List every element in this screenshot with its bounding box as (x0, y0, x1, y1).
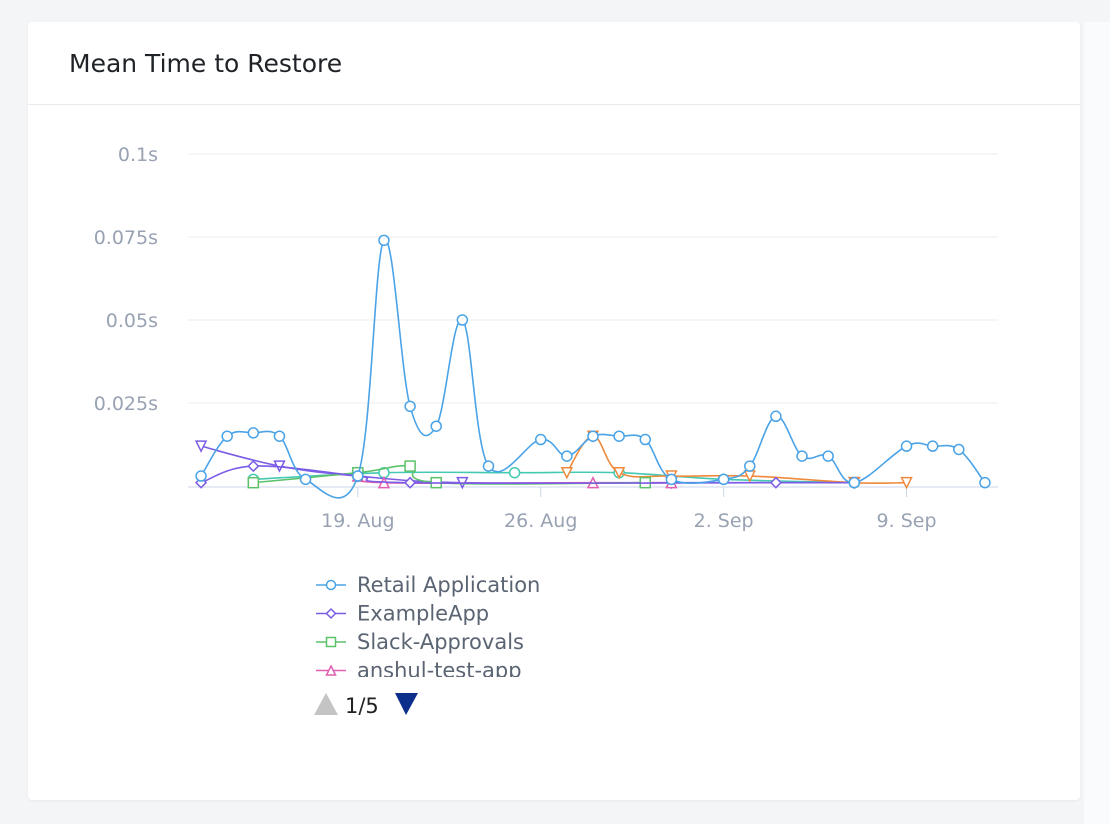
series-line (200, 239, 986, 499)
data-point (900, 440, 913, 452)
data-point (273, 430, 286, 442)
series-retail-application (195, 234, 991, 499)
legend-items: Retail Application ExampleApp Slack-Approv… (316, 573, 540, 683)
chart-card: Mean Time to Restore (28, 22, 1080, 800)
x-tick-label: 19. Aug (321, 510, 394, 532)
legend-label: Retail Application (357, 573, 540, 597)
data-point (612, 466, 626, 480)
data-point (796, 450, 808, 462)
triangle-down-icon[interactable] (395, 693, 418, 715)
legend-label: ExampleApp (357, 602, 489, 626)
data-point (194, 440, 208, 453)
legend-marker (325, 636, 337, 648)
data-point (848, 476, 861, 489)
legend-item[interactable]: ExampleApp (316, 602, 489, 626)
x-tick-label: 26. Aug (504, 510, 577, 532)
data-point (195, 470, 207, 482)
x-tick-label: 9. Sep (877, 510, 937, 532)
data-point (639, 433, 652, 446)
data-point (430, 420, 442, 432)
y-tick-label: 0.025s (94, 393, 158, 415)
data-point (979, 476, 991, 489)
data-point (482, 460, 495, 472)
data-point (926, 440, 939, 452)
legend: Retail Application ExampleApp Slack-Approv… (314, 573, 540, 718)
data-point (299, 473, 312, 486)
x-axis: 19. Aug 26. Aug 2. Sep 9. Sep (188, 486, 998, 532)
chart-svg: 0.025s 0.05s 0.075s 0.1s 19. Aug 26. Aug 2. Se… (94, 144, 998, 718)
legend-marker (325, 664, 337, 676)
data-point (587, 430, 599, 442)
legend-page-indicator: 1/5 (345, 694, 379, 718)
legend-item[interactable]: anshul-test-app (316, 659, 522, 683)
y-tick-label: 0.075s (94, 227, 158, 249)
data-point (717, 473, 730, 486)
legend-item[interactable]: Retail Application (316, 573, 540, 597)
data-point (247, 476, 260, 489)
data-point (352, 470, 364, 482)
card-header: Mean Time to Restore (28, 22, 1080, 105)
data-point (665, 473, 678, 486)
data-point (900, 476, 913, 490)
triangle-up-icon[interactable] (314, 693, 338, 715)
data-point (770, 410, 782, 423)
data-point (561, 450, 573, 462)
data-point (744, 460, 756, 472)
data-point (404, 476, 417, 489)
data-point (560, 466, 574, 480)
data-point (404, 400, 416, 413)
data-point (613, 430, 625, 442)
data-point (404, 460, 416, 472)
legend-marker (325, 607, 337, 620)
card-title: Mean Time to Restore (69, 48, 343, 78)
data-point (953, 443, 965, 456)
data-point (822, 450, 834, 462)
series-exampleapp (195, 460, 861, 489)
data-point (456, 314, 469, 326)
y-tick-label: 0.05s (106, 310, 158, 332)
data-point (769, 476, 782, 489)
legend-marker (325, 579, 337, 591)
legend-item[interactable]: Slack-Approvals (316, 630, 524, 654)
y-grid: 0.025s 0.05s 0.075s 0.1s (94, 144, 998, 415)
data-point (247, 460, 260, 473)
data-point (378, 234, 390, 247)
x-tick-label: 2. Sep (694, 510, 754, 532)
data-point (534, 433, 547, 446)
legend-label: anshul-test-app (357, 659, 522, 683)
side-strip (1084, 22, 1110, 824)
data-point (221, 430, 233, 442)
data-point (247, 427, 260, 439)
data-point (508, 466, 521, 479)
legend-label: Slack-Approvals (357, 630, 524, 654)
y-tick-label: 0.1s (118, 144, 158, 166)
series-line (253, 464, 646, 485)
